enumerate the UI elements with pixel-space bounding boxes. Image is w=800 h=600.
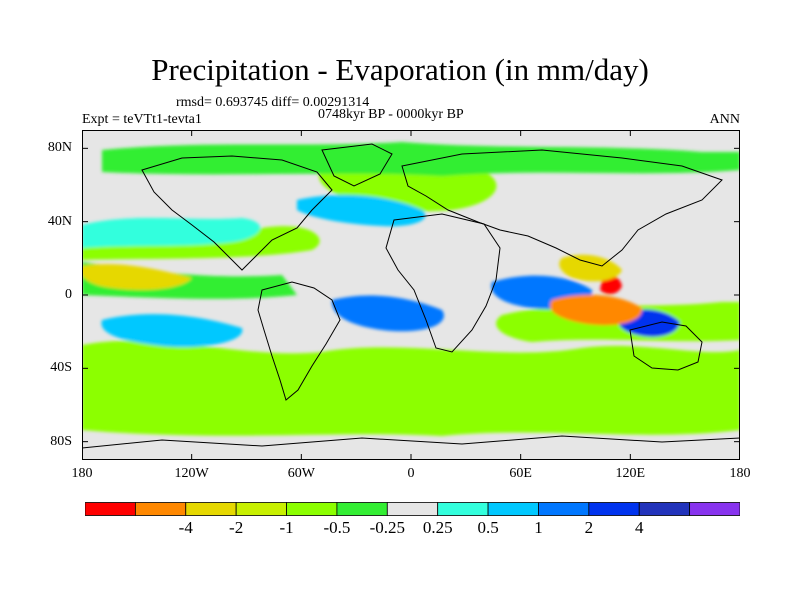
field-band-tropical-atlantic-blue xyxy=(331,295,444,332)
field-band-north-pacific-cyan xyxy=(82,218,261,248)
colorbar-swatch xyxy=(235,502,287,516)
colorbar-swatch xyxy=(638,502,691,516)
colorbar-swatch xyxy=(134,502,187,516)
y-axis-40s-label: 40S xyxy=(50,360,72,376)
field-band-arctic-green xyxy=(102,142,740,176)
coastline-antarctica xyxy=(82,435,740,449)
field-band-southeast-asia-yellow xyxy=(559,254,622,282)
colorbar xyxy=(85,502,740,516)
x-axis-60w-label: 60W xyxy=(287,466,315,481)
stats-line: rmsd= 0.693745 diff= 0.00291314 xyxy=(176,95,370,110)
x-axis-180e-label: 180 xyxy=(729,466,751,481)
x-axis-60e-label: 60E xyxy=(509,466,532,481)
colorbar-swatch xyxy=(286,502,338,516)
y-axis-40n-label: 40N xyxy=(47,213,72,229)
colorbar-label-minus-1: -1 xyxy=(279,518,294,537)
experiment-line: Expt = teVTt1-tevta1 xyxy=(82,112,202,127)
field-band-east-asia-red xyxy=(600,275,622,295)
colorbar-swatch xyxy=(336,502,388,516)
colorbar-label-2: 2 xyxy=(584,518,594,537)
colorbar-swatch xyxy=(487,502,539,516)
coastline-eurasia xyxy=(401,149,723,267)
coastline-north-america xyxy=(141,155,333,271)
colorbar-swatch xyxy=(185,502,237,516)
colorbar-label-0-5: 0.5 xyxy=(477,518,499,537)
field-band-south-pacific-blue xyxy=(101,314,243,348)
x-axis-120w-label: 120W xyxy=(174,466,209,481)
colorbar-swatch xyxy=(386,502,439,516)
x-axis-0-label: 0 xyxy=(407,466,415,481)
colorbar-label-minus-0-5: -0.5 xyxy=(323,518,351,537)
coastline-africa xyxy=(385,213,501,353)
field-band-north-pacific-yellow xyxy=(82,264,192,290)
x-axis-180w-label: 180 xyxy=(71,466,93,481)
field-band-north-atlantic-blue xyxy=(297,195,426,227)
coastline-australia xyxy=(629,321,703,371)
colorbar-label-minus-2: -2 xyxy=(229,518,244,537)
colorbar-swatch xyxy=(689,502,740,516)
y-axis-80s-label: 80S xyxy=(50,433,72,449)
y-axis-80n-label: 80N xyxy=(47,140,72,156)
y-axis-equator-label: 0 xyxy=(65,287,72,302)
colorbar-label-0-25: 0.25 xyxy=(422,518,453,537)
x-axis-120e-label: 120E xyxy=(615,466,646,481)
coastline-greenland xyxy=(321,143,393,187)
colorbar-label-4: 4 xyxy=(634,518,644,537)
coastline-south-america xyxy=(257,281,341,401)
colorbar-swatch xyxy=(437,502,489,516)
colorbar-label-1: 1 xyxy=(534,518,543,537)
field-band-maritime-continent-orange xyxy=(550,294,643,326)
period-line: 0748kyr BP - 0000kyr BP xyxy=(318,107,464,122)
colorbar-label-minus-4: -4 xyxy=(178,518,193,537)
season-label: ANN xyxy=(709,112,740,127)
colorbar-swatch xyxy=(538,502,590,516)
colorbar-label-minus-0-25: -0.25 xyxy=(369,518,405,537)
field-band-south-ocean-green xyxy=(82,340,740,436)
pe-difference-map xyxy=(82,130,740,460)
colorbar-swatch xyxy=(85,502,136,516)
map-title: Precipitation - Evaporation (in mm/day) xyxy=(151,52,649,87)
colorbar-swatch xyxy=(588,502,640,516)
